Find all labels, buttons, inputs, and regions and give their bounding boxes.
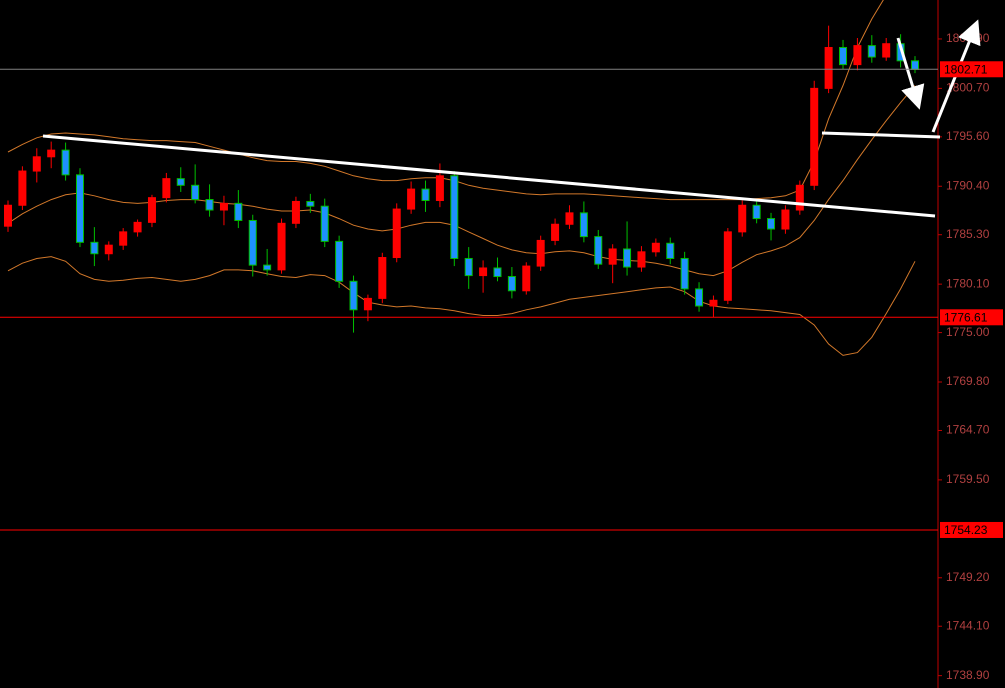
candle-body: [551, 223, 560, 241]
y-tick-label: 1769.80: [946, 374, 990, 388]
candle-body: [162, 178, 171, 199]
candle-body: [738, 204, 747, 233]
y-tick-label: 1764.70: [946, 423, 990, 437]
band-line: [7, 0, 884, 201]
candle-body: [479, 267, 488, 277]
candle-body: [263, 264, 272, 271]
price-label-box: [940, 309, 1003, 326]
candle-body: [18, 170, 27, 206]
candle-body: [795, 184, 804, 211]
candle-body: [219, 202, 228, 211]
band-line: [7, 85, 916, 277]
candle-body: [133, 221, 142, 233]
candle-body: [507, 276, 516, 292]
annotations: [42, 19, 981, 218]
price-label-box: [940, 61, 1003, 78]
candle-body: [867, 45, 876, 58]
candle-body: [493, 267, 502, 278]
candle-body: [637, 251, 646, 268]
candle-body: [176, 178, 185, 186]
candle-body: [651, 242, 660, 253]
price-label-box: [940, 521, 1003, 538]
candle-body: [435, 175, 444, 202]
price-axis: 1805.901800.701795.601790.401785.301780.…: [937, 0, 990, 688]
candle-body: [579, 212, 588, 238]
y-tick-label: 1744.10: [946, 618, 990, 632]
arrow-up: [931, 19, 981, 133]
candle-body: [407, 188, 416, 210]
candle-body: [853, 45, 862, 66]
y-tick-label: 1775.00: [946, 325, 990, 339]
candle-body: [119, 231, 128, 246]
candle-body: [277, 222, 286, 271]
candle-body: [464, 257, 473, 277]
candle-body: [810, 87, 819, 186]
candle-body: [781, 209, 790, 230]
arrow-down: [896, 37, 925, 110]
candle-body: [75, 174, 84, 243]
candle-body: [191, 184, 200, 201]
y-tick-label: 1780.10: [946, 276, 990, 290]
candle-body: [666, 242, 675, 259]
y-tick-label: 1738.90: [946, 668, 990, 682]
candle-body: [32, 156, 41, 172]
candle-body: [565, 212, 574, 225]
candle-body: [205, 199, 214, 211]
candle-body: [709, 299, 718, 307]
y-tick-label: 1785.30: [946, 227, 990, 241]
candle-body: [104, 244, 113, 255]
candle-body: [47, 149, 56, 158]
candle-body: [291, 200, 300, 224]
candle-body: [378, 257, 387, 299]
plot-area: [4, 0, 919, 356]
candle-body: [882, 43, 891, 58]
candle-body: [723, 231, 732, 301]
price-label: 1754.23: [944, 523, 988, 537]
candle-body: [536, 239, 545, 267]
y-tick-label: 1749.20: [946, 570, 990, 584]
candle-body: [320, 205, 329, 242]
candle-body: [911, 60, 919, 70]
candle-body: [752, 204, 761, 220]
candle-body: [4, 204, 12, 227]
y-tick-label: 1795.60: [946, 129, 990, 143]
candle-body: [450, 175, 459, 259]
candle-body: [392, 208, 401, 259]
candle-body: [234, 202, 243, 221]
candle-body: [522, 265, 531, 292]
candle-body: [147, 197, 156, 223]
candle-body: [623, 248, 632, 268]
candle-body: [421, 188, 430, 202]
support-line: [821, 131, 941, 139]
candle-body: [695, 288, 704, 307]
candle-body: [349, 280, 358, 311]
candle-body: [608, 248, 617, 265]
trend-line: [42, 134, 936, 218]
candle-body: [839, 47, 848, 66]
candle-body: [248, 219, 257, 266]
candle-body: [680, 257, 689, 290]
price-label: 1802.71: [944, 62, 988, 76]
candle-body: [306, 200, 315, 207]
y-tick-label: 1759.50: [946, 472, 990, 486]
candle-body: [767, 218, 776, 230]
band-line: [7, 256, 916, 356]
candle-body: [61, 149, 70, 176]
price-label: 1776.61: [944, 310, 988, 324]
candle-body: [594, 236, 603, 265]
y-tick-label: 1800.70: [946, 81, 990, 95]
y-tick-label: 1790.40: [946, 178, 990, 192]
candle-body: [90, 241, 99, 255]
candle-body: [363, 297, 372, 311]
candle-body: [824, 47, 833, 89]
candle-body: [335, 240, 344, 282]
